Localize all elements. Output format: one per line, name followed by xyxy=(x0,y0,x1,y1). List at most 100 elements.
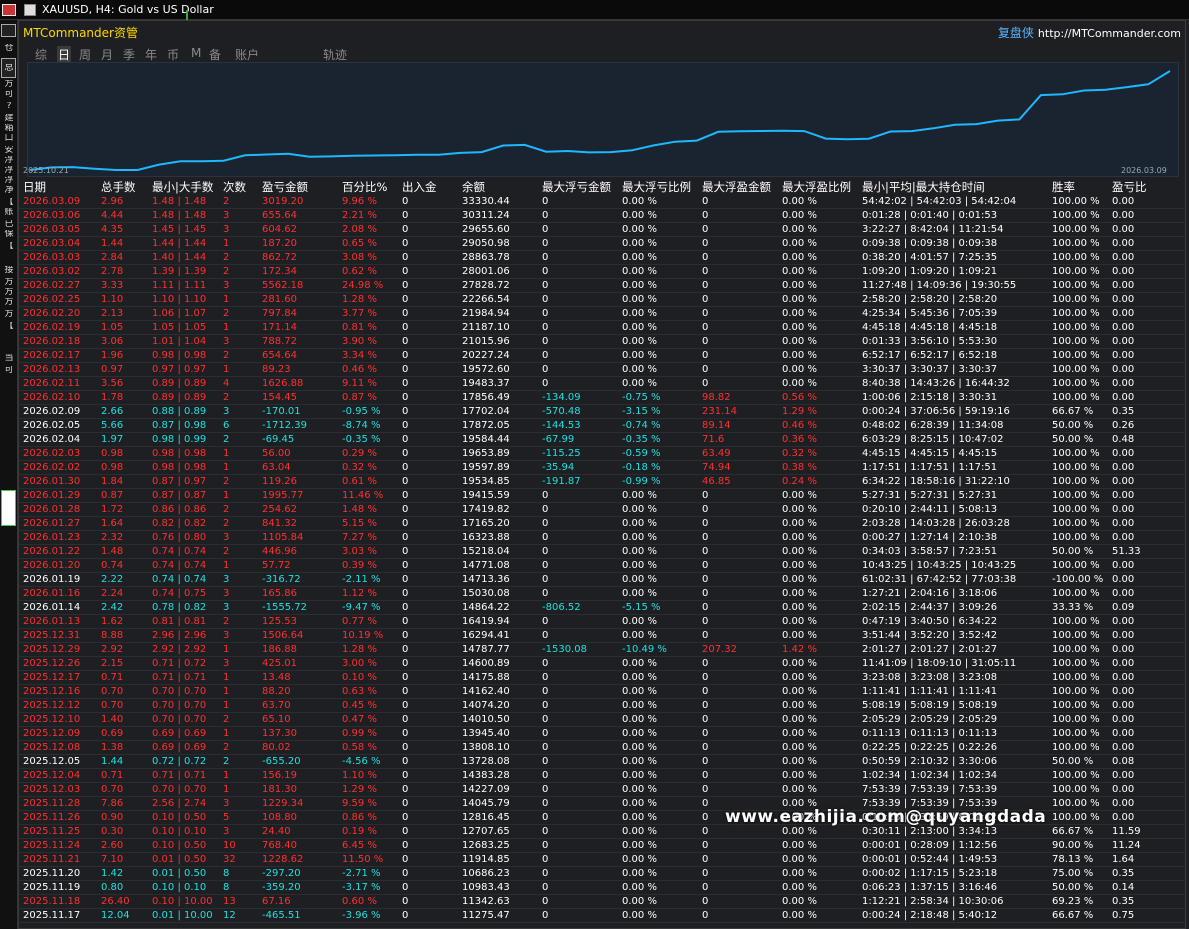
table-row[interactable]: 2026.03.03 2.84 1.40 | 1.44 2 862.72 3.08 % 0 2… xyxy=(19,251,1187,265)
tab-7[interactable]: M xyxy=(191,46,202,60)
table-row[interactable]: 2025.11.24 2.60 0.10 | 0.50 10 768.40 6.45 % 0… xyxy=(19,839,1187,853)
cell-0: 2025.11.18 xyxy=(23,896,81,907)
cell-12: 1:17:51 | 1:17:51 | 1:17:51 xyxy=(862,462,998,473)
table-row[interactable]: 2025.12.31 8.88 2.96 | 2.96 3 1506.64 10.19 %… xyxy=(19,629,1187,643)
chart-window-icon xyxy=(24,4,36,16)
table-row[interactable]: 2025.11.18 26.40 0.10 | 10.00 13 67.16 0.60 %… xyxy=(19,895,1187,909)
table-row[interactable]: 2025.12.08 1.38 0.69 | 0.69 2 80.02 0.58 % 0 13… xyxy=(19,741,1187,755)
table-row[interactable]: 2025.12.17 0.71 0.71 | 0.71 1 13.48 0.10 % 0 14… xyxy=(19,671,1187,685)
table-row[interactable]: 2025.12.09 0.69 0.69 | 0.69 1 137.30 0.99 % 0 1… xyxy=(19,727,1187,741)
cell-14: 0.14 xyxy=(1112,882,1135,893)
table-row[interactable]: 2026.02.04 1.97 0.98 | 0.99 2 -69.45 -0.35 % 0… xyxy=(19,433,1187,447)
table-row[interactable]: 2025.12.04 0.71 0.71 | 0.71 1 156.19 1.10 % 0 1… xyxy=(19,769,1187,783)
cell-8: -144.53 xyxy=(542,420,581,431)
table-row[interactable]: 2026.01.13 1.62 0.81 | 0.81 2 125.53 0.77 % 0 1… xyxy=(19,615,1187,629)
table-row[interactable]: 2026.01.19 2.22 0.74 | 0.74 3 -316.72 -2.11 %… xyxy=(19,573,1187,587)
column-header-13[interactable]: 胜率 xyxy=(1052,180,1075,194)
table-row[interactable]: 2025.12.10 1.40 0.70 | 0.70 2 65.10 0.47 % 0 14… xyxy=(19,713,1187,727)
table-row[interactable]: 2025.11.25 0.30 0.10 | 0.10 3 24.40 0.19 % 0 12… xyxy=(19,825,1187,839)
strip-panel-box[interactable] xyxy=(1,490,16,526)
column-header-2[interactable]: 最小|大手数 xyxy=(152,180,214,194)
website-link[interactable]: http://MTCommander.com xyxy=(1037,27,1181,40)
table-row[interactable]: 2026.02.11 3.56 0.89 | 0.89 4 1626.88 9.11 % 0… xyxy=(19,377,1187,391)
column-header-10[interactable]: 最大浮盈金额 xyxy=(702,180,771,194)
table-row[interactable]: 2026.01.16 2.24 0.74 | 0.75 3 165.86 1.12 % 0 1… xyxy=(19,587,1187,601)
table-row[interactable]: 2026.01.23 2.32 0.76 | 0.80 3 1105.84 7.27 % 0… xyxy=(19,531,1187,545)
column-header-9[interactable]: 最大浮亏比例 xyxy=(622,180,691,194)
cell-2: 0.71 | 0.71 xyxy=(152,770,207,781)
tab-3[interactable]: 月 xyxy=(101,48,114,62)
table-row[interactable]: 2026.03.02 2.78 1.39 | 1.39 2 172.34 0.62 % 0 2… xyxy=(19,265,1187,279)
flag-icon[interactable] xyxy=(2,4,16,16)
tab-8[interactable]: 备 xyxy=(209,48,222,62)
tab-1[interactable]: 日 xyxy=(57,46,72,63)
table-row[interactable]: 2026.01.14 2.42 0.78 | 0.82 3 -1555.72 -9.47 … xyxy=(19,601,1187,615)
tab-6[interactable]: 币 xyxy=(167,48,180,62)
cell-4: -170.01 xyxy=(262,406,301,417)
table-row[interactable]: 2026.02.20 2.13 1.06 | 1.07 2 797.84 3.77 % 0 2… xyxy=(19,307,1187,321)
table-row[interactable]: 2026.03.06 4.44 1.48 | 1.48 3 655.64 2.21 % 0 3… xyxy=(19,209,1187,223)
table-row[interactable]: 2025.12.29 2.92 2.92 | 2.92 1 186.88 1.28 % 0 1… xyxy=(19,643,1187,657)
tab-10[interactable]: 轨迹 xyxy=(323,48,348,62)
cell-3: 12 xyxy=(223,910,236,921)
table-row[interactable]: 2026.02.02 0.98 0.98 | 0.98 1 63.04 0.32 % 0 19… xyxy=(19,461,1187,475)
table-row[interactable]: 2026.02.05 5.66 0.87 | 0.98 6 -1712.39 -8.74 … xyxy=(19,419,1187,433)
tab-0[interactable]: 综 xyxy=(35,48,48,62)
column-header-14[interactable]: 盈亏比 xyxy=(1112,180,1147,194)
table-row[interactable]: 2026.02.18 3.06 1.01 | 1.04 3 788.72 3.90 % 0 2… xyxy=(19,335,1187,349)
table-row[interactable]: 2025.12.12 0.70 0.70 | 0.70 1 63.70 0.45 % 0 14… xyxy=(19,699,1187,713)
tab-2[interactable]: 周 xyxy=(79,48,92,62)
tab-4[interactable]: 季 xyxy=(123,48,136,62)
table-row[interactable]: 2026.01.28 1.72 0.86 | 0.86 2 254.62 1.48 % 0 1… xyxy=(19,503,1187,517)
column-header-7[interactable]: 余额 xyxy=(462,180,485,194)
table-row[interactable]: 2025.11.17 12.04 0.01 | 10.00 12 -465.51 -3.9… xyxy=(19,909,1187,923)
table-row[interactable]: 2026.01.20 0.74 0.74 | 0.74 1 57.72 0.39 % 0 14… xyxy=(19,559,1187,573)
table-row[interactable]: 2025.11.28 7.86 2.56 | 2.74 3 1229.34 9.59 % 0… xyxy=(19,797,1187,811)
table-row[interactable]: 2026.01.30 1.84 0.87 | 0.97 2 119.26 0.61 % 0 1… xyxy=(19,475,1187,489)
tab-5[interactable]: 年 xyxy=(145,48,158,62)
table-row[interactable]: 2025.11.21 7.10 0.01 | 0.50 32 1228.62 11.50 … xyxy=(19,853,1187,867)
column-header-1[interactable]: 总手数 xyxy=(101,180,136,194)
cell-1: 1.05 xyxy=(101,322,124,333)
table-row[interactable]: 2026.03.09 2.96 1.48 | 1.48 2 3019.20 9.96 % 0… xyxy=(19,195,1187,209)
column-header-3[interactable]: 次数 xyxy=(223,180,246,194)
cell-10: 0 xyxy=(702,756,709,767)
table-row[interactable]: 2025.12.05 1.44 0.72 | 0.72 2 -655.20 -4.56 %… xyxy=(19,755,1187,769)
strip-button[interactable] xyxy=(1,24,16,37)
cell-10: 0 xyxy=(702,882,709,893)
cell-1: 7.10 xyxy=(101,854,124,865)
table-row[interactable]: 2025.11.20 1.42 0.01 | 0.50 8 -297.20 -2.71 %… xyxy=(19,867,1187,881)
table-row[interactable]: 2026.02.10 1.78 0.89 | 0.89 2 154.45 0.87 % 0 1… xyxy=(19,391,1187,405)
column-header-6[interactable]: 出入金 xyxy=(402,180,437,194)
column-header-12[interactable]: 最小|平均|最大持仓时间 xyxy=(862,180,985,194)
table-row[interactable]: 2026.02.19 1.05 1.05 | 1.05 1 171.14 0.81 % 0 2… xyxy=(19,321,1187,335)
column-header-8[interactable]: 最大浮亏金额 xyxy=(542,180,611,194)
column-header-4[interactable]: 盈亏金额 xyxy=(262,180,308,194)
table-row[interactable]: 2026.01.22 1.48 0.74 | 0.74 2 446.96 3.03 % 0 1… xyxy=(19,545,1187,559)
table-row[interactable]: 2026.02.17 1.96 0.98 | 0.98 2 654.64 3.34 % 0 2… xyxy=(19,349,1187,363)
cell-7: 19572.60 xyxy=(462,364,510,375)
table-row[interactable]: 2026.01.29 0.87 0.87 | 0.87 1 1995.77 11.46 %… xyxy=(19,489,1187,503)
cell-4: 446.96 xyxy=(262,546,297,557)
table-row[interactable]: 2025.12.03 0.70 0.70 | 0.70 1 181.30 1.29 % 0 1… xyxy=(19,783,1187,797)
table-row[interactable]: 2026.02.09 2.66 0.88 | 0.89 3 -170.01 -0.95 %… xyxy=(19,405,1187,419)
column-header-0[interactable]: 日期 xyxy=(23,180,46,194)
table-row[interactable]: 2026.02.03 0.98 0.98 | 0.98 1 56.00 0.29 % 0 19… xyxy=(19,447,1187,461)
table-row[interactable]: 2026.02.13 0.97 0.97 | 0.97 1 89.23 0.46 % 0 19… xyxy=(19,363,1187,377)
cell-7: 11914.85 xyxy=(462,854,510,865)
table-row[interactable]: 2025.11.26 0.90 0.10 | 0.50 5 108.80 0.86 % 0 1… xyxy=(19,811,1187,825)
column-header-5[interactable]: 百分比% xyxy=(342,180,388,194)
strip-button[interactable] xyxy=(1,58,16,78)
table-row[interactable]: 2026.02.27 3.33 1.11 | 1.11 3 5562.18 24.98 %… xyxy=(19,279,1187,293)
tab-9[interactable]: 账户 xyxy=(235,48,260,62)
cell-7: 17872.05 xyxy=(462,420,510,431)
table-row[interactable]: 2026.01.27 1.64 0.82 | 0.82 2 841.32 5.15 % 0 1… xyxy=(19,517,1187,531)
table-row[interactable]: 2026.03.05 4.35 1.45 | 1.45 3 604.62 2.08 % 0 2… xyxy=(19,223,1187,237)
table-row[interactable]: 2025.12.16 0.70 0.70 | 0.70 1 88.20 0.63 % 0 14… xyxy=(19,685,1187,699)
cell-4: 1105.84 xyxy=(262,532,304,543)
column-header-11[interactable]: 最大浮盈比例 xyxy=(782,180,851,194)
table-row[interactable]: 2026.02.25 1.10 1.10 | 1.10 1 281.60 1.28 % 0 2… xyxy=(19,293,1187,307)
table-row[interactable]: 2026.03.04 1.44 1.44 | 1.44 1 187.20 0.65 % 0 2… xyxy=(19,237,1187,251)
table-row[interactable]: 2025.12.26 2.15 0.71 | 0.72 3 425.01 3.00 % 0 1… xyxy=(19,657,1187,671)
table-row[interactable]: 2025.11.19 0.80 0.10 | 0.10 8 -359.20 -3.17 %… xyxy=(19,881,1187,895)
